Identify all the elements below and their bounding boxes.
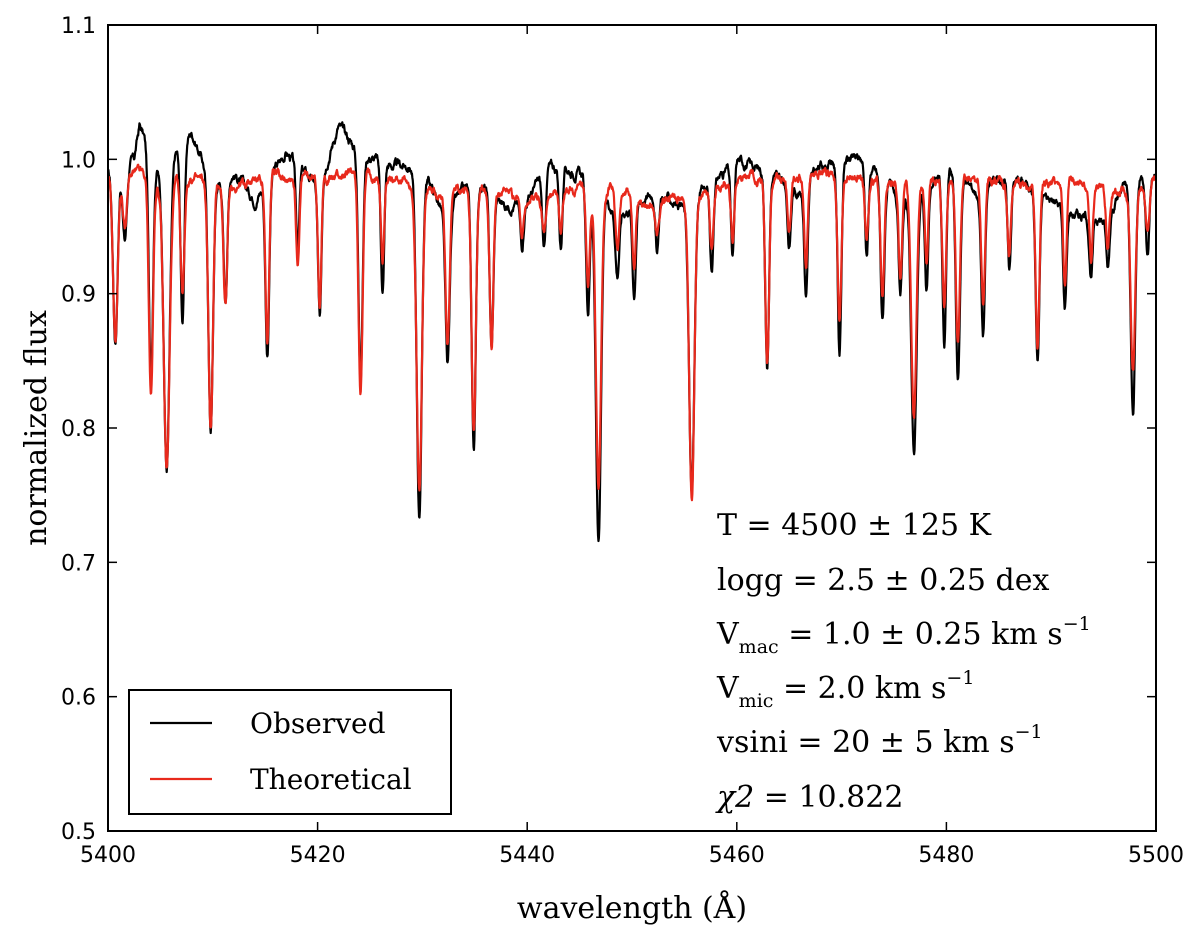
- y-tick-label: 0.7: [61, 551, 96, 576]
- legend-box: [128, 689, 452, 815]
- annotation-chi2-text: = 10.822: [754, 780, 903, 815]
- annotation-vsini-text: = 20 ± 5 km s: [788, 725, 1015, 760]
- x-tick-label: 5400: [80, 843, 136, 868]
- annotation-logg-text: = 2.5 ± 0.25 dex: [783, 563, 1049, 598]
- annotation-chi2-base: χ2: [715, 780, 754, 815]
- y-tick-label: 1.1: [61, 14, 96, 39]
- y-axis-ticks: 0.5 0.6 0.7 0.8 0.9 1.0 1.1: [61, 14, 1156, 845]
- parameter-annotations: T = 4500 ± 125 K logg = 2.5 ± 0.25 dex V…: [715, 508, 1091, 815]
- annotation-vmic-sub: mic: [739, 690, 774, 712]
- x-tick-label: 5420: [290, 843, 346, 868]
- annotation-vmac-text: = 1.0 ± 0.25 km s: [779, 617, 1063, 652]
- y-tick-label: 0.6: [61, 686, 96, 711]
- series-theoretical-line: [108, 163, 1156, 502]
- annotation-chi2: χ2 = 10.822: [715, 780, 903, 815]
- annotation-vmac-sub: mac: [739, 636, 779, 658]
- x-tick-label: 5440: [499, 843, 555, 868]
- annotation-teff-text: = 4500 ± 125 K: [737, 508, 992, 543]
- series-layer: [108, 121, 1156, 543]
- annotation-vmac: Vmac = 1.0 ± 0.25 km s−1: [716, 613, 1091, 658]
- annotation-vsini-sup: −1: [1015, 721, 1043, 743]
- annotation-logg-base: logg: [717, 563, 783, 598]
- annotation-vmic-sup: −1: [946, 667, 974, 689]
- annotation-vsini-base: vsini: [716, 725, 788, 760]
- x-axis-ticks: 5400 5420 5440 5460 5480 5500: [80, 25, 1184, 868]
- x-tick-label: 5460: [709, 843, 765, 868]
- y-axis-label: normalized flux: [19, 310, 54, 546]
- legend-label-observed: Observed: [250, 707, 386, 740]
- x-tick-label: 5480: [918, 843, 974, 868]
- annotation-vmic-text: = 2.0 km s: [773, 671, 946, 706]
- y-tick-label: 1.0: [61, 148, 96, 173]
- x-axis-label: wavelength (Å): [517, 890, 747, 926]
- y-tick-label: 0.8: [61, 417, 96, 442]
- y-tick-label: 0.5: [61, 820, 96, 845]
- annotation-vmac-base: V: [716, 617, 740, 652]
- legend: Observed Theoretical: [128, 689, 452, 815]
- annotation-vmic-base: V: [716, 671, 740, 706]
- annotation-vsini: vsini = 20 ± 5 km s−1: [716, 721, 1043, 760]
- legend-label-theoretical: Theoretical: [250, 763, 412, 796]
- y-tick-label: 0.9: [61, 283, 96, 308]
- annotation-vmic: Vmic = 2.0 km s−1: [716, 667, 974, 712]
- annotation-teff: T = 4500 ± 125 K: [717, 508, 992, 543]
- x-tick-label: 5500: [1128, 843, 1184, 868]
- annotation-vmac-sup: −1: [1063, 613, 1091, 635]
- annotation-teff-base: T: [717, 508, 737, 543]
- annotation-logg: logg = 2.5 ± 0.25 dex: [717, 563, 1049, 598]
